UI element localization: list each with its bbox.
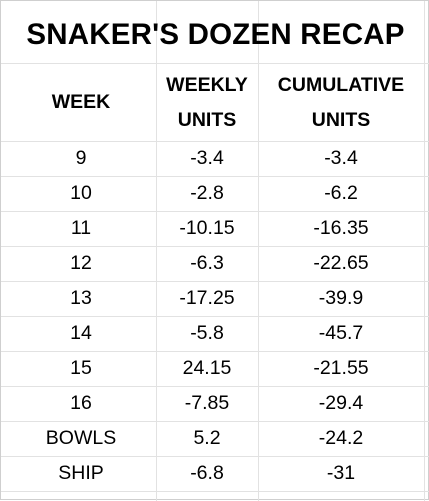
table-row: 15 24.15 -21.55 bbox=[1, 351, 429, 386]
cell-cumulative-units[interactable]: -6.2 bbox=[324, 182, 358, 204]
cell-weekly-units[interactable]: -5.8 bbox=[190, 322, 224, 344]
cell-week[interactable]: 16 bbox=[70, 392, 92, 414]
table-row: BOWLS 5.2 -24.2 bbox=[1, 421, 429, 456]
header-cumulative-units[interactable]: CUMULATIVE UNITS bbox=[258, 68, 424, 138]
cell-cumulative-units[interactable]: -21.55 bbox=[313, 357, 369, 379]
grid-line bbox=[1, 211, 429, 212]
cell-cumulative-units[interactable]: -45.7 bbox=[318, 322, 364, 344]
cell-week[interactable]: 10 bbox=[70, 182, 92, 204]
grid-line bbox=[1, 63, 429, 64]
grid-line bbox=[1, 421, 429, 422]
grid-line bbox=[1, 281, 429, 282]
cell-cumulative-units[interactable]: -39.9 bbox=[318, 287, 364, 309]
cell-week[interactable]: 9 bbox=[75, 147, 87, 169]
cell-weekly-units[interactable]: -10.15 bbox=[179, 217, 235, 239]
grid-line bbox=[1, 141, 429, 142]
grid-line bbox=[258, 1, 259, 501]
cell-weekly-units[interactable]: -6.3 bbox=[190, 252, 224, 274]
table-row: SHIP -6.8 -31 bbox=[1, 456, 429, 491]
table-row: 12 -6.3 -22.65 bbox=[1, 246, 429, 281]
grid-line bbox=[1, 351, 429, 352]
grid-line bbox=[1, 176, 429, 177]
cell-week[interactable]: 13 bbox=[70, 287, 92, 309]
table-row: 14 -5.8 -45.7 bbox=[1, 316, 429, 351]
cell-week[interactable]: 11 bbox=[70, 217, 92, 239]
header-weekly-units[interactable]: WEEKLY UNITS bbox=[156, 68, 258, 138]
cell-cumulative-units[interactable]: -31 bbox=[326, 462, 356, 484]
grid-line bbox=[1, 456, 429, 457]
table-row: 11 -10.15 -16.35 bbox=[1, 211, 429, 246]
cell-week[interactable]: SHIP bbox=[58, 462, 104, 484]
cell-week[interactable]: BOWLS bbox=[45, 427, 117, 449]
cell-weekly-units[interactable]: 5.2 bbox=[193, 427, 221, 449]
cell-cumulative-units[interactable]: -22.65 bbox=[313, 252, 369, 274]
cell-weekly-units[interactable]: -3.4 bbox=[190, 147, 224, 169]
table-row: 10 -2.8 -6.2 bbox=[1, 176, 429, 211]
cell-cumulative-units[interactable]: -3.4 bbox=[324, 147, 358, 169]
header-week-label: WEEK bbox=[51, 91, 111, 113]
grid-line bbox=[1, 316, 429, 317]
cell-cumulative-units[interactable]: -29.4 bbox=[318, 392, 364, 414]
grid-line bbox=[1, 246, 429, 247]
cell-week[interactable]: 14 bbox=[70, 322, 92, 344]
header-weekly-line2: UNITS bbox=[177, 109, 237, 131]
grid-line bbox=[1, 491, 429, 492]
cell-weekly-units[interactable]: -6.8 bbox=[190, 462, 224, 484]
header-weekly-line1: WEEKLY bbox=[166, 74, 248, 96]
grid-line bbox=[1, 386, 429, 387]
grid-line bbox=[424, 1, 425, 501]
cell-cumulative-units[interactable]: -24.2 bbox=[318, 427, 364, 449]
sheet-title[interactable]: SNAKER'S DOZEN RECAP bbox=[26, 18, 405, 51]
header-cumulative-line2: UNITS bbox=[311, 109, 371, 131]
cell-week[interactable]: 12 bbox=[70, 252, 92, 274]
cell-weekly-units[interactable]: -2.8 bbox=[190, 182, 224, 204]
table-row: 16 -7.85 -29.4 bbox=[1, 386, 429, 421]
grid-line bbox=[156, 1, 157, 501]
header-week[interactable]: WEEK bbox=[6, 85, 156, 120]
cell-week[interactable]: 15 bbox=[70, 357, 92, 379]
cell-weekly-units[interactable]: -17.25 bbox=[179, 287, 235, 309]
cell-weekly-units[interactable]: -7.85 bbox=[184, 392, 230, 414]
table-row: 13 -17.25 -39.9 bbox=[1, 281, 429, 316]
header-cumulative-line1: CUMULATIVE bbox=[277, 74, 405, 96]
table-row: 9 -3.4 -3.4 bbox=[1, 141, 429, 176]
cell-cumulative-units[interactable]: -16.35 bbox=[313, 217, 369, 239]
cell-weekly-units[interactable]: 24.15 bbox=[182, 357, 232, 379]
